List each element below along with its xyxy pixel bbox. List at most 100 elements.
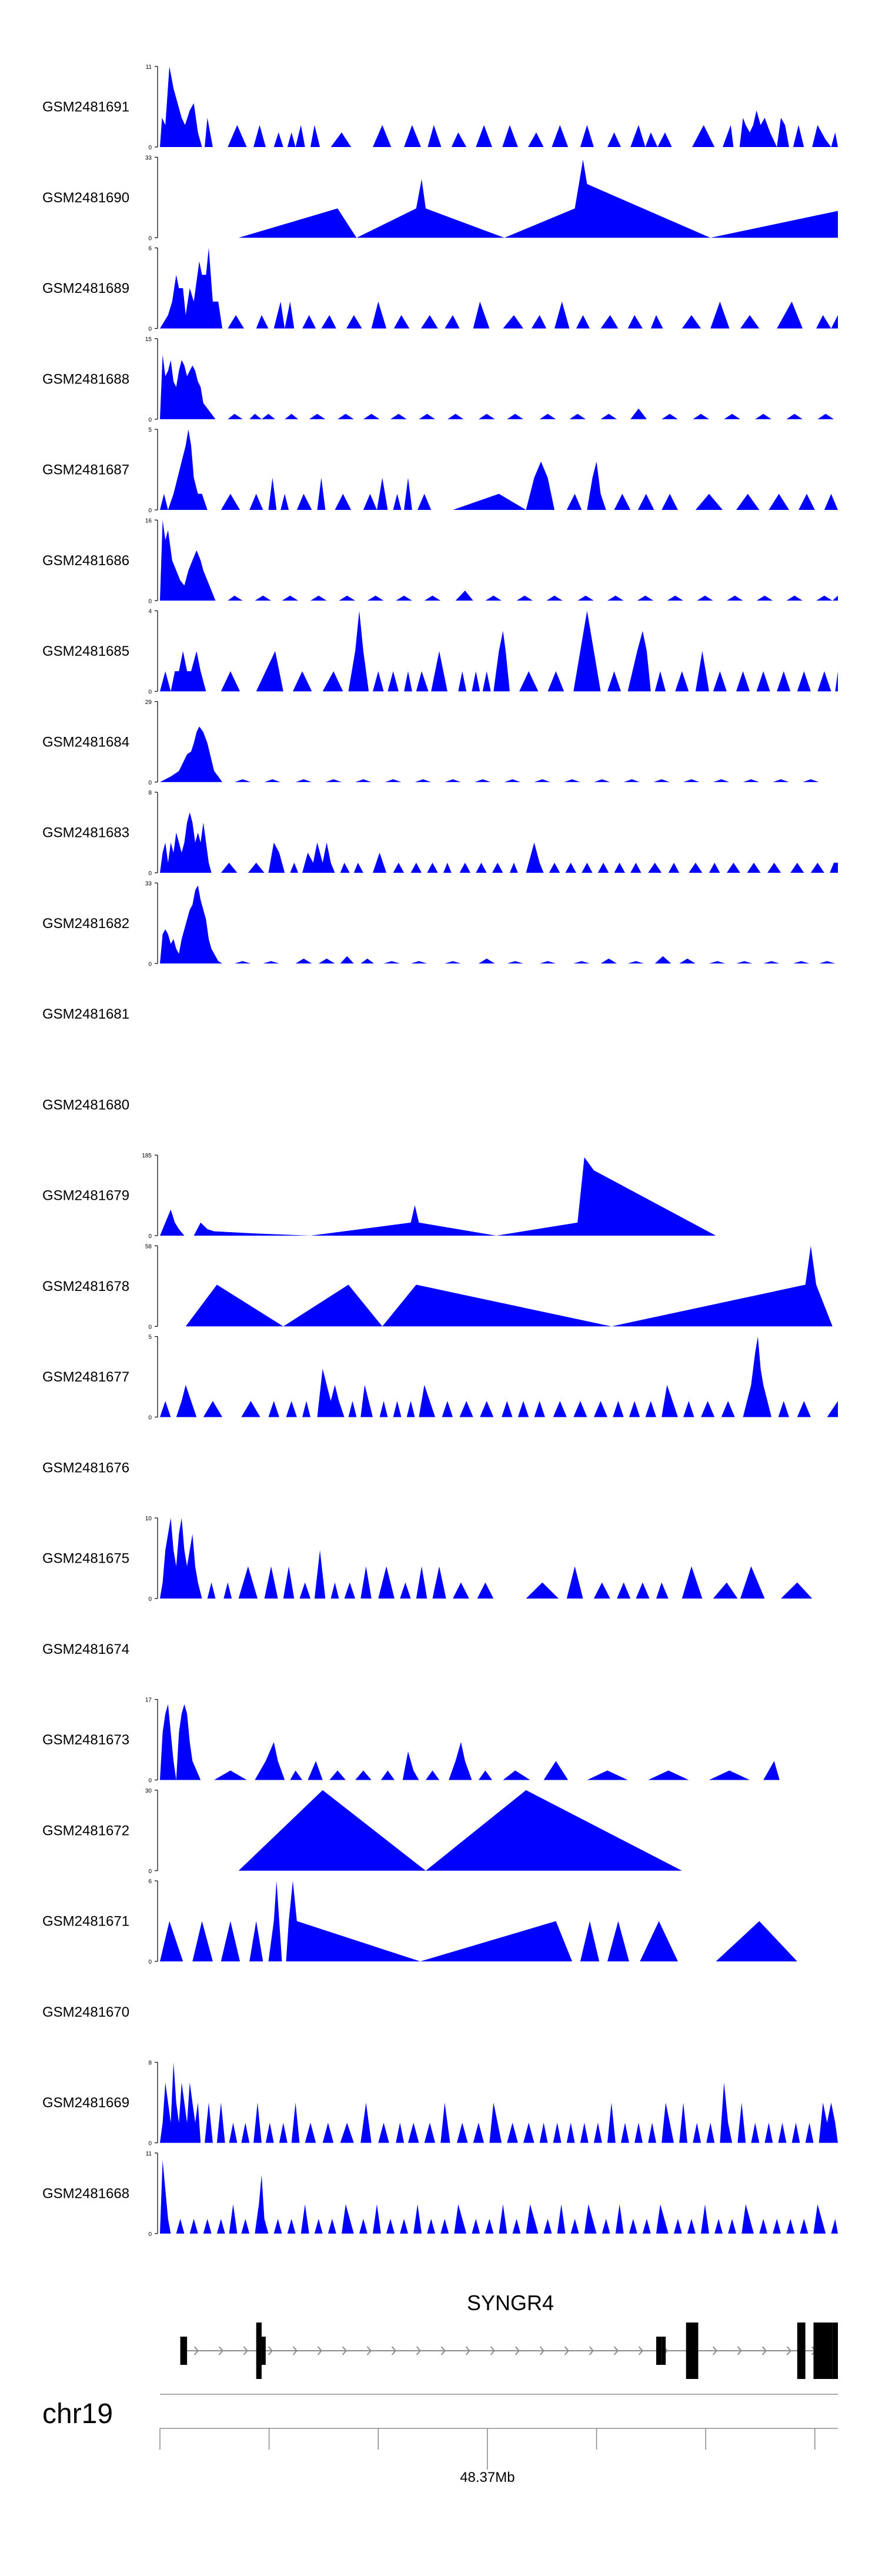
strand-arrow xyxy=(391,2346,396,2355)
strand-arrow xyxy=(440,2346,446,2355)
track-label: GSM2481689 xyxy=(42,281,129,296)
track-GSM2481684: GSM2481684 29 0 xyxy=(42,699,828,786)
y-min-label: 0 xyxy=(148,2141,152,2147)
track-GSM2481682: GSM2481682 33 0 xyxy=(42,880,838,967)
y-min-label: 0 xyxy=(148,235,152,242)
track-label: GSM2481675 xyxy=(42,1551,129,1567)
strand-arrow xyxy=(589,2346,594,2355)
coverage-area xyxy=(238,1790,682,1871)
y-min-label: 0 xyxy=(148,870,152,877)
strand-arrow xyxy=(712,2346,717,2355)
track-GSM2481685: GSM2481685 4 0 xyxy=(42,609,838,696)
track-GSM2481670: GSM2481670 xyxy=(42,2004,129,2020)
track-label: GSM2481681 xyxy=(42,1006,129,1022)
track-GSM2481687: GSM2481687 5 0 xyxy=(42,427,838,514)
coverage-area xyxy=(160,885,838,964)
track-GSM2481681: GSM2481681 xyxy=(42,1006,129,1022)
gene-exon xyxy=(832,2323,838,2379)
strand-arrow xyxy=(193,2346,199,2355)
gene-exon xyxy=(686,2323,699,2379)
coverage-area xyxy=(160,610,838,692)
y-max-label: 16 xyxy=(145,518,152,524)
track-GSM2481688: GSM2481688 15 0 xyxy=(42,336,838,423)
y-max-label: 4 xyxy=(148,609,152,615)
track-label: GSM2481679 xyxy=(42,1188,129,1204)
coverage-area xyxy=(160,66,838,147)
strand-arrow xyxy=(366,2346,372,2355)
coverage-area xyxy=(160,429,838,510)
coverage-area xyxy=(238,159,838,238)
y-min-label: 0 xyxy=(148,326,152,333)
track-label: GSM2481670 xyxy=(42,2004,129,2020)
y-max-label: 8 xyxy=(148,790,152,796)
strand-arrow xyxy=(342,2346,347,2355)
track-label: GSM2481685 xyxy=(42,643,129,659)
y-max-label: 17 xyxy=(145,1697,152,1704)
y-max-label: 29 xyxy=(145,699,152,706)
strand-arrow xyxy=(243,2346,248,2355)
y-min-label: 0 xyxy=(148,417,152,423)
track-GSM2481686: GSM2481686 16 0 xyxy=(42,518,838,605)
y-min-label: 0 xyxy=(148,1415,152,1422)
track-GSM2481683: GSM2481683 8 0 xyxy=(42,790,838,877)
track-label: GSM2481671 xyxy=(42,1914,129,1930)
axis-tick-label: 48.37Mb xyxy=(460,2470,514,2485)
coverage-area xyxy=(160,248,838,329)
coverage-area xyxy=(160,1157,716,1236)
strand-arrow xyxy=(613,2346,619,2355)
y-min-label: 0 xyxy=(148,508,152,514)
coverage-area xyxy=(160,812,838,873)
y-min-label: 0 xyxy=(148,1868,152,1875)
gene-exon xyxy=(256,2323,262,2379)
y-max-label: 185 xyxy=(142,1153,152,1159)
strand-arrow xyxy=(539,2346,544,2355)
y-max-label: 30 xyxy=(145,1788,152,1794)
track-GSM2481677: GSM2481677 5 0 xyxy=(42,1334,838,1422)
strand-arrow xyxy=(317,2346,322,2355)
coverage-area xyxy=(160,1518,813,1599)
coverage-area xyxy=(160,1336,838,1417)
strand-arrow xyxy=(514,2346,520,2355)
coverage-area xyxy=(160,1881,797,1961)
y-max-label: 33 xyxy=(145,880,152,887)
track-GSM2481673: GSM2481673 17 0 xyxy=(42,1697,811,1784)
coverage-area xyxy=(160,2160,838,2234)
coverage-area xyxy=(160,1704,811,1780)
track-GSM2481690: GSM2481690 33 0 xyxy=(42,155,838,242)
gene-exon xyxy=(662,2337,666,2365)
y-min-label: 0 xyxy=(148,1233,152,1240)
track-GSM2481691: GSM2481691 11 0 xyxy=(42,64,838,151)
y-max-label: 58 xyxy=(145,1243,152,1250)
strand-arrow xyxy=(638,2346,643,2355)
y-max-label: 6 xyxy=(148,246,152,252)
track-GSM2481674: GSM2481674 xyxy=(42,1641,129,1657)
track-label: GSM2481673 xyxy=(42,1732,129,1748)
coverage-area xyxy=(160,355,838,419)
gene-name: SYNGR4 xyxy=(467,2291,554,2315)
strand-arrow xyxy=(218,2346,223,2355)
track-GSM2481671: GSM2481671 6 0 xyxy=(42,1878,797,1966)
y-min-label: 0 xyxy=(148,1324,152,1330)
track-label: GSM2481677 xyxy=(42,1369,129,1385)
y-max-label: 5 xyxy=(148,1334,152,1341)
y-max-label: 5 xyxy=(148,427,152,433)
track-label: GSM2481687 xyxy=(42,462,129,478)
track-label: GSM2481691 xyxy=(42,99,129,115)
track-GSM2481689: GSM2481689 6 0 xyxy=(42,246,838,333)
coverage-area xyxy=(160,726,828,782)
track-label: GSM2481680 xyxy=(42,1097,129,1113)
y-min-label: 0 xyxy=(148,689,152,696)
track-GSM2481676: GSM2481676 xyxy=(42,1460,129,1476)
track-GSM2481678: GSM2481678 58 0 xyxy=(42,1243,833,1330)
track-GSM2481669: GSM2481669 8 0 xyxy=(42,2060,838,2147)
y-max-label: 11 xyxy=(146,2151,152,2157)
chromosome-axis: chr19 48.37Mb xyxy=(42,2394,838,2485)
y-min-label: 0 xyxy=(148,961,152,967)
track-label: GSM2481674 xyxy=(42,1641,129,1657)
strand-arrow xyxy=(416,2346,421,2355)
strand-arrow xyxy=(737,2346,742,2355)
gene-exon xyxy=(180,2337,188,2365)
gene-exon xyxy=(813,2323,833,2379)
track-label: GSM2481688 xyxy=(42,371,129,387)
